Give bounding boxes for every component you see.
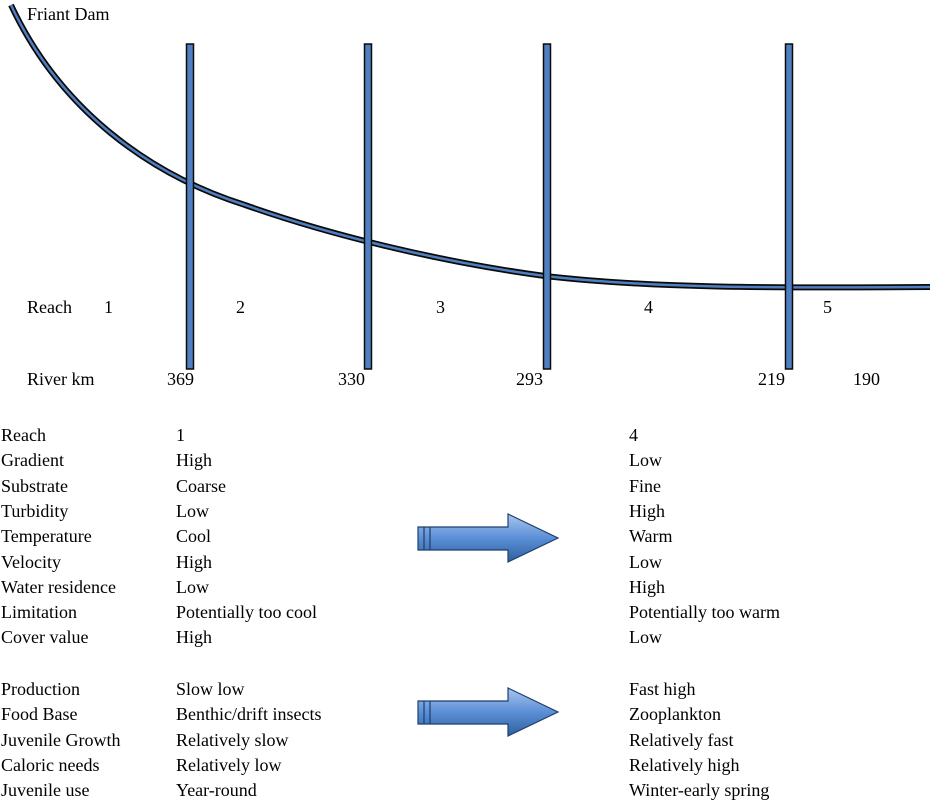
km-mark-369: 369: [167, 369, 194, 389]
reach1-value: High: [176, 450, 212, 471]
reach4-value: Low: [629, 627, 662, 648]
reach1-value: High: [176, 627, 212, 648]
row-label: Juvenile Growth: [1, 729, 121, 750]
reach4-value: Low: [629, 450, 662, 471]
reach4-value: Zooplankton: [629, 704, 721, 725]
reach-number-4: 4: [644, 297, 653, 317]
reach1-value: Coarse: [176, 475, 226, 496]
reach4-value: Relatively high: [629, 754, 740, 775]
row-label: Velocity: [1, 551, 61, 572]
reach1-value: Low: [176, 576, 209, 597]
reach4-value: High: [629, 576, 665, 597]
row-label: Turbidity: [1, 500, 69, 521]
reach-boundary-369: [185, 43, 195, 370]
reach4-value: Fine: [629, 475, 662, 496]
dam-label: Friant Dam: [27, 4, 110, 24]
reach1-value: Potentially too cool: [176, 602, 317, 623]
row-label: Limitation: [1, 602, 77, 623]
km-mark-293: 293: [516, 369, 543, 389]
row-label: Production: [1, 679, 80, 699]
km-end-190: 190: [853, 369, 880, 389]
reach1-value: High: [176, 551, 212, 572]
reach1-value: Cool: [176, 526, 212, 547]
row-label: Substrate: [1, 475, 68, 496]
row-label: Food Base: [1, 704, 78, 725]
arrow-right-icon: [417, 687, 560, 737]
row-label: Cover value: [1, 627, 89, 648]
row-label: Temperature: [1, 526, 92, 547]
arrow-right-icon: [417, 513, 560, 563]
reach4-value: Relatively fast: [629, 729, 734, 750]
reach4-value: 4: [629, 425, 638, 445]
row-label: Gradient: [1, 450, 64, 471]
reach1-value: Slow low: [176, 679, 245, 699]
reach1-value: Year-round: [176, 780, 257, 801]
row-label: Juvenile use: [1, 780, 90, 801]
reach1-value: Benthic/drift insects: [176, 704, 322, 725]
reach-number-3: 3: [436, 297, 445, 317]
reach4-value: High: [629, 500, 665, 521]
reach-number-2: 2: [236, 297, 245, 317]
reach-boundary-330: [363, 43, 373, 370]
row-label: Water residence: [1, 576, 116, 597]
reach-number-1: 1: [104, 297, 113, 317]
km-mark-219: 219: [758, 369, 785, 389]
reach4-value: Fast high: [629, 679, 696, 699]
reach4-value: Winter-early spring: [629, 780, 770, 801]
river-km-label: River km: [27, 369, 95, 389]
reach4-value: Warm: [629, 526, 673, 547]
reach-row-label: Reach: [27, 297, 72, 317]
row-label: Caloric needs: [1, 754, 100, 775]
reach-number-5: 5: [823, 297, 832, 317]
km-mark-330: 330: [338, 369, 365, 389]
reach1-value: Relatively slow: [176, 729, 289, 750]
reach-boundary-293: [542, 43, 552, 370]
reach4-value: Potentially too warm: [629, 602, 780, 623]
reach4-value: Low: [629, 551, 662, 572]
reach-boundary-219: [784, 43, 794, 370]
row-label: Reach: [1, 425, 46, 445]
river-gradient-curve: [9, 4, 930, 289]
reach1-value: Low: [176, 500, 209, 521]
reach1-value: 1: [176, 425, 185, 445]
reach1-value: Relatively low: [176, 754, 282, 775]
